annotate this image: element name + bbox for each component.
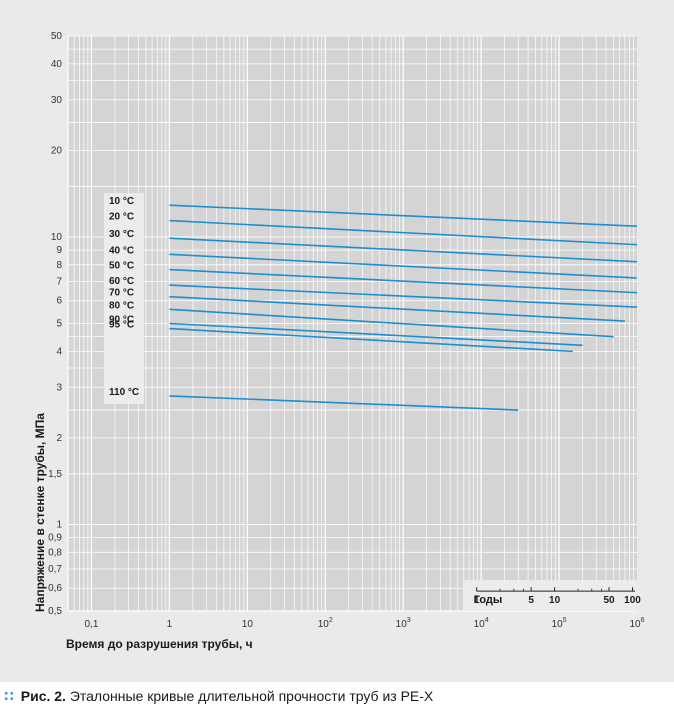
- years-axis-label: Годы: [474, 594, 503, 606]
- y-tick-label-11: 3: [56, 382, 62, 393]
- x-axis-title: Время до разрушения трубы, ч: [66, 637, 253, 651]
- series-line-2: [169, 237, 638, 263]
- years-tick-label-3: 50: [603, 595, 615, 606]
- y-tick-label-8: 6: [56, 296, 62, 307]
- legend-strip: [104, 193, 144, 405]
- x-tick-label-7: 106: [629, 617, 644, 630]
- series-line-3: [169, 253, 638, 279]
- years-tick-label-2: 10: [549, 595, 561, 606]
- years-tick-label-1: 5: [528, 595, 534, 606]
- series-line-10: [169, 395, 519, 411]
- series-line-6: [169, 295, 625, 322]
- series-line-5: [169, 284, 638, 308]
- y-tick-label-5: 9: [56, 245, 62, 256]
- series-line-0: [169, 204, 638, 227]
- y-tick-label-1: 40: [51, 59, 63, 70]
- figure-caption: ∷ Рис. 2. Эталонные кривые длительной про…: [4, 688, 433, 705]
- series-label-4: 50 °C: [109, 261, 134, 272]
- series-line-9: [169, 327, 573, 353]
- series-label-3: 40 °C: [109, 245, 134, 256]
- series-label-7: 80 °C: [109, 300, 134, 311]
- y-tick-label-2: 30: [51, 95, 63, 106]
- x-tick-label-4: 103: [396, 617, 411, 630]
- series-line-1: [169, 219, 638, 246]
- series-label-1: 20 °C: [109, 212, 134, 223]
- y-axis-title: Напряжение в стенке трубы, МПа: [33, 413, 47, 612]
- y-tick-label-7: 7: [56, 276, 62, 287]
- caption-bullet-icon: ∷: [4, 688, 15, 704]
- series-label-5: 60 °C: [109, 276, 134, 287]
- series-line-7: [169, 308, 614, 338]
- caption-prefix: Рис. 2.: [20, 688, 66, 704]
- y-tick-label-13: 1,5: [48, 469, 62, 480]
- x-tick-label-2: 10: [242, 619, 254, 630]
- stress-rupture-chart: 10 °C 20 °C 30 °C 40 °C 50 °C 60 °C70 °C80 °C…: [33, 31, 645, 651]
- series-label-2: 30 °C: [109, 229, 134, 240]
- y-tick-label-4: 10: [51, 232, 63, 243]
- y-tick-label-17: 0,7: [48, 564, 62, 575]
- x-tick-label-5: 104: [474, 617, 489, 630]
- series-label-10: 110 °C: [109, 387, 139, 398]
- years-tick-label-4: 100: [624, 595, 641, 606]
- x-tick-label-0: 0,1: [85, 619, 99, 630]
- x-tick-label-1: 1: [167, 619, 173, 630]
- x-tick-label-6: 105: [552, 617, 567, 630]
- y-tick-label-0: 50: [51, 31, 63, 42]
- y-tick-label-10: 4: [56, 346, 62, 357]
- series-line-8: [169, 322, 583, 347]
- figure-panel: 10 °C 20 °C 30 °C 40 °C 50 °C 60 °C 70 °C 80 °C…: [0, 0, 674, 682]
- y-tick-label-15: 0,9: [48, 533, 62, 544]
- y-tick-label-18: 0,6: [48, 583, 62, 594]
- series-line-4: [169, 268, 638, 294]
- x-tick-label-3: 102: [318, 617, 333, 630]
- years-tick-label-0: 1: [474, 595, 480, 606]
- y-tick-label-3: 20: [51, 145, 63, 156]
- y-tick-label-16: 0,8: [48, 547, 62, 558]
- series-label-8: 90 °C: [109, 315, 134, 326]
- series-label-9: 95 °C: [109, 320, 134, 331]
- y-tick-label-19: 0,5: [48, 606, 62, 617]
- caption-text: Эталонные кривые длительной прочности тр…: [69, 688, 434, 704]
- series-label-0: 10 °C: [109, 196, 134, 207]
- y-tick-label-14: 1: [56, 519, 62, 530]
- years-box-bg: [463, 580, 637, 611]
- y-tick-label-12: 2: [56, 433, 62, 444]
- y-tick-label-6: 8: [56, 260, 62, 271]
- series-label-6: 70 °C: [109, 288, 134, 299]
- y-tick-label-9: 5: [56, 319, 62, 330]
